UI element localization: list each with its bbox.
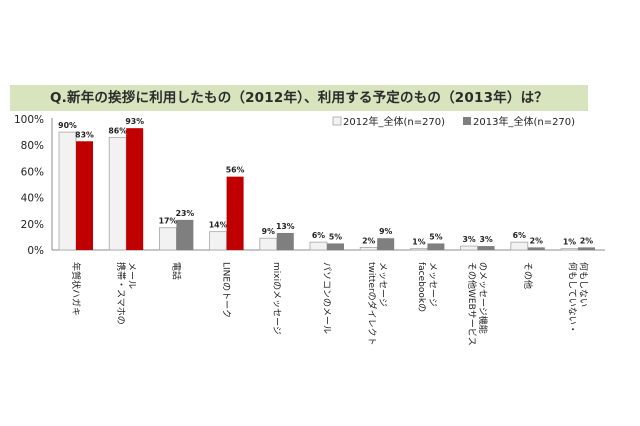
- bar-2013: [427, 243, 445, 250]
- legend-swatch-2012: [332, 116, 342, 126]
- data-label-2012: 2%: [362, 236, 375, 245]
- x-tick-label: パソコンのメール: [321, 262, 332, 334]
- x-tick-label: LINEのトーク: [221, 262, 232, 318]
- data-label-2013: 9%: [379, 227, 392, 236]
- bar-2012: [460, 245, 479, 251]
- y-tick-label: 0%: [27, 245, 44, 257]
- bar-2013: [477, 246, 495, 250]
- data-label-2012: 90%: [58, 121, 77, 130]
- data-label-2013: 93%: [125, 117, 144, 126]
- x-tick-label: 年賀状ハガキ: [70, 262, 82, 316]
- data-label-2013: 2%: [580, 236, 593, 245]
- y-tick-label: 80%: [21, 140, 44, 152]
- bar-2012: [108, 136, 127, 251]
- x-tick-label: 何もしていない・: [567, 262, 579, 334]
- y-tick-label: 20%: [21, 219, 44, 231]
- data-label-2013: 23%: [176, 209, 195, 218]
- x-tick-label: メッセージ: [427, 262, 438, 307]
- x-tick-label: メッセージ: [377, 262, 388, 307]
- bar-2012: [309, 241, 328, 251]
- data-label-2012: 3%: [462, 235, 475, 244]
- data-label-2012: 1%: [563, 238, 576, 247]
- y-tick-label: 100%: [14, 114, 44, 126]
- legend-label-2012: 2012年_全体(n=270): [343, 115, 445, 128]
- data-label-2013: 2%: [530, 236, 543, 245]
- x-tick-label: 携帯・スマホの: [115, 262, 127, 325]
- title-banner: Q.新年の挨拶に利用したもの（2012年）、利用する予定のもの（2013年）は？: [10, 85, 588, 111]
- bar-2013: [578, 247, 595, 250]
- bar-2013: [377, 238, 395, 250]
- data-label-2013: 13%: [276, 222, 295, 231]
- data-label-2013: 3%: [479, 235, 492, 244]
- bar-2012: [259, 237, 278, 251]
- data-label-2013: 83%: [75, 130, 94, 139]
- bar-2013: [527, 247, 545, 250]
- data-label-2012: 9%: [262, 227, 275, 236]
- bar-2013: [327, 243, 344, 250]
- x-tick-label: その他WEBサービス: [466, 262, 478, 346]
- data-label-2012: 6%: [312, 231, 325, 240]
- x-tick-label: mixiのメッセージ: [271, 262, 282, 335]
- data-label-2012: 86%: [108, 126, 127, 135]
- bar-2012: [158, 227, 177, 251]
- data-label-2013: 5%: [429, 232, 442, 241]
- bar-2012: [359, 246, 378, 251]
- data-label-2012: 1%: [412, 238, 425, 247]
- bar-2013: [176, 219, 194, 250]
- y-tick-label: 40%: [21, 193, 44, 205]
- x-tick-label: のメッセージ機能: [477, 262, 489, 334]
- y-tick-label: 60%: [21, 166, 44, 178]
- data-label-2012: 14%: [209, 221, 228, 230]
- x-tick-label: facebookの: [416, 262, 426, 312]
- legend-swatch-2013: [463, 117, 471, 125]
- bar-2012: [560, 248, 579, 251]
- legend-label-2013: 2013年_全体(n=270): [473, 115, 575, 128]
- bar-2012: [58, 131, 77, 251]
- x-tick-label: 電話: [171, 262, 183, 280]
- bar-2013: [126, 128, 144, 250]
- bar-2013: [76, 141, 93, 250]
- bar-2012: [409, 248, 428, 251]
- x-tick-label: その他: [522, 262, 534, 289]
- data-label-2013: 5%: [329, 232, 342, 241]
- bar-2012: [209, 231, 228, 251]
- x-tick-label: メール: [126, 262, 136, 289]
- bar-2012: [510, 241, 529, 251]
- data-label-2012: 6%: [513, 231, 526, 240]
- bar-2013: [276, 232, 294, 250]
- x-tick-label: twitterのダイレクト: [366, 262, 378, 346]
- data-label-2013: 56%: [226, 166, 245, 175]
- chart-title: Q.新年の挨拶に利用したもの（2012年）、利用する予定のもの（2013年）は？: [49, 90, 548, 106]
- x-tick-label: 何もしない: [578, 262, 590, 307]
- data-label-2012: 17%: [159, 217, 178, 226]
- bar-2013: [226, 176, 244, 250]
